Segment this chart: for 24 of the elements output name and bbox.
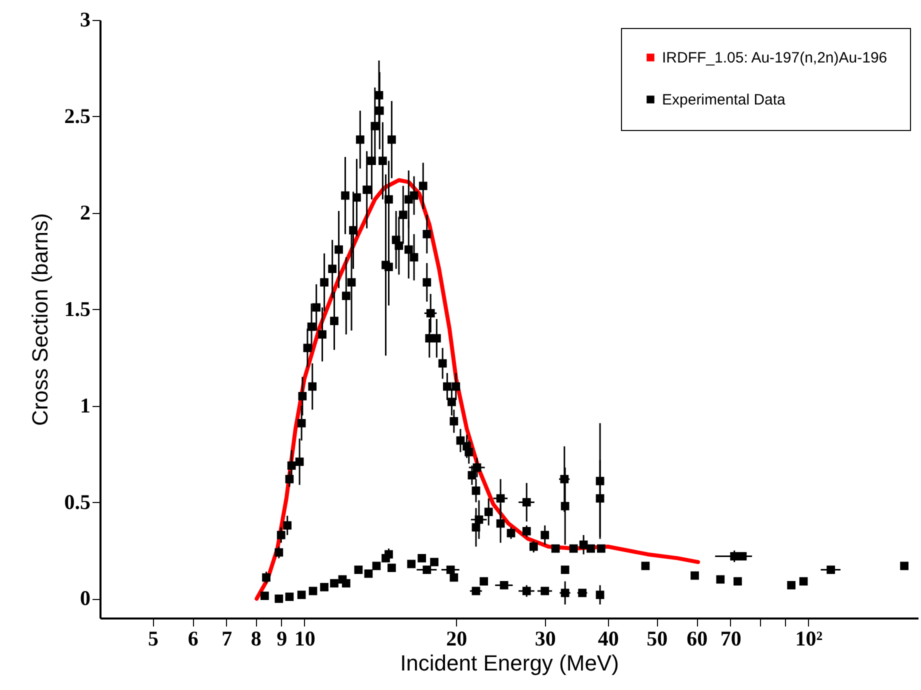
- x-tick-label: 70: [720, 626, 742, 650]
- x-tick-label: 6: [188, 626, 198, 650]
- x-tick-label: 5: [148, 626, 158, 650]
- legend-label: Experimental Data: [662, 92, 786, 108]
- x-tick-label: 7: [222, 626, 232, 650]
- x-tick-label: 60: [686, 626, 708, 650]
- y-tick-label: 3: [80, 8, 90, 32]
- x-axis-title: Incident Energy (MeV): [400, 650, 619, 676]
- x-tick-label: 8: [250, 626, 262, 650]
- x-tick-label: 20: [446, 626, 468, 650]
- x-tick-label: 30: [534, 626, 556, 650]
- x-tick-label: 50: [646, 626, 668, 650]
- y-tick-label: 2: [80, 200, 90, 224]
- x-tick-label: 40: [598, 626, 619, 650]
- y-tick-label: 0: [80, 586, 90, 610]
- y-tick-label: 1: [80, 393, 90, 418]
- x-tick-label: 10²: [795, 626, 823, 650]
- y-tick-label: 1.5: [64, 296, 90, 321]
- x-tick-label: 10: [294, 626, 316, 650]
- y-axis-title: Cross Section (barns): [27, 213, 52, 426]
- y-tick-label: 0.5: [64, 490, 90, 514]
- x-tick-label: 9: [276, 626, 288, 650]
- legend-label: IRDFF_1.05: Au-197(n,2n)Au-196: [662, 50, 888, 66]
- y-tick-label: 2.5: [64, 104, 90, 128]
